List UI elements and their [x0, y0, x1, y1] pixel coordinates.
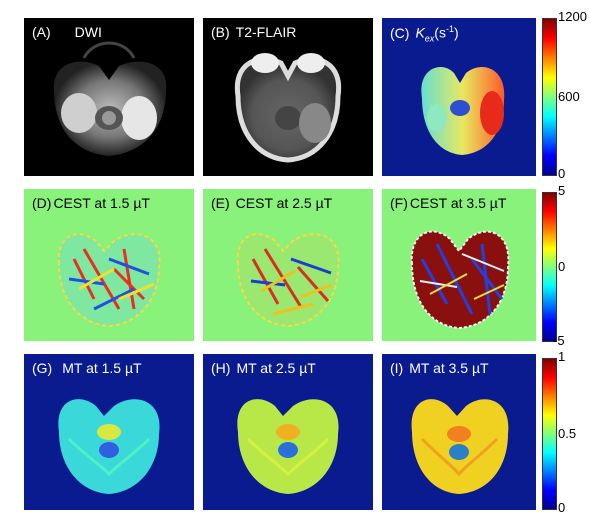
panel-f-cest-3-5: (F) CEST at 3.5 µT [382, 189, 536, 341]
cest-3-5-image [410, 230, 510, 330]
panel-e-cest-2-5: (E) CEST at 2.5 µT [203, 189, 373, 341]
panel-c-tag: (C) [390, 24, 410, 41]
kex-unit-superscript: -1 [445, 24, 454, 34]
mt-1-5-image [58, 399, 160, 494]
panel-b-t2flair: (B) T2-FLAIR [203, 18, 373, 176]
panel-h-tag: (H) [211, 360, 231, 376]
colorbar-mt-min: 0 [558, 500, 566, 515]
panel-d-tag: (D) [32, 195, 52, 211]
colorbar-cest-mid: 0 [558, 259, 566, 274]
mt-3-5-image [411, 399, 509, 494]
kex-subscript: ex [424, 33, 435, 44]
colorbar-kex [542, 18, 557, 176]
panel-d-cest-1-5: (D) CEST at 1.5 µT [24, 189, 194, 341]
cest-1-5-image [57, 233, 161, 328]
colorbar-mt-max: 1 [558, 349, 566, 364]
kex-k-symbol: K [415, 24, 425, 41]
panel-h-mt-2-5: (H) MT at 2.5 µT [203, 354, 373, 510]
kex-unit-open: (s [434, 24, 446, 41]
panel-f-tag: (F) [390, 195, 408, 211]
colorbar-kex-min: 0 [558, 166, 566, 181]
panel-a-tag: (A) [32, 24, 51, 40]
mt-2-5-image [237, 399, 339, 494]
panel-h-label: (H) MT at 2.5 µT [211, 360, 316, 376]
colorbar-mt-mid: 0.5 [558, 426, 577, 441]
panel-a-dwi: (A) DWI [24, 18, 194, 176]
colorbar-kex-max: 1200 [558, 9, 587, 24]
panel-a-title: DWI [74, 24, 102, 40]
panel-d-title: CEST at 1.5 µT [53, 195, 150, 211]
panel-g-mt-1-5: (G) MT at 1.5 µT [24, 354, 194, 510]
panel-g-title: MT at 1.5 µT [62, 360, 142, 376]
colorbar-cest-min: -5 [553, 333, 565, 348]
dwi-brain-image [53, 41, 167, 156]
panel-f-title: CEST at 3.5 µT [409, 195, 507, 211]
panel-e-title: CEST at 2.5 µT [235, 195, 333, 211]
kex-unit-close: ) [453, 24, 459, 41]
panel-b-tag: (B) [211, 24, 230, 40]
panel-a-label: (A) DWI [32, 24, 102, 40]
panel-e-label: (E) CEST at 2.5 µT [211, 195, 332, 211]
colorbar-cest [542, 192, 557, 342]
panel-g-label: (G) MT at 1.5 µT [32, 360, 142, 376]
panel-i-mt-3-5: (I) MT at 3.5 µT [382, 354, 536, 510]
panel-f-label: (F) CEST at 3.5 µT [390, 195, 506, 211]
panel-g-tag: (G) [32, 360, 53, 376]
panel-b-title: T2-FLAIR [235, 24, 297, 40]
t2flair-brain-image [234, 53, 342, 163]
panel-c-label: (C) Kex(s-1) [390, 24, 459, 43]
panel-b-label: (B) T2-FLAIR [211, 24, 296, 40]
panel-i-label: (I) MT at 3.5 µT [390, 360, 489, 376]
kex-map-image [421, 66, 505, 155]
panel-e-tag: (E) [211, 195, 230, 211]
colorbar-mt [542, 358, 557, 510]
panel-h-title: MT at 2.5 µT [236, 360, 316, 376]
colorbar-kex-mid: 600 [558, 89, 580, 104]
colorbar-cest-max: 5 [558, 183, 566, 198]
panel-i-title: MT at 3.5 µT [409, 360, 489, 376]
panel-c-kex: (C) Kex(s-1) [382, 18, 536, 176]
cest-2-5-image [236, 233, 340, 328]
panel-i-tag: (I) [390, 360, 404, 376]
panel-d-label: (D) CEST at 1.5 µT [32, 195, 150, 211]
